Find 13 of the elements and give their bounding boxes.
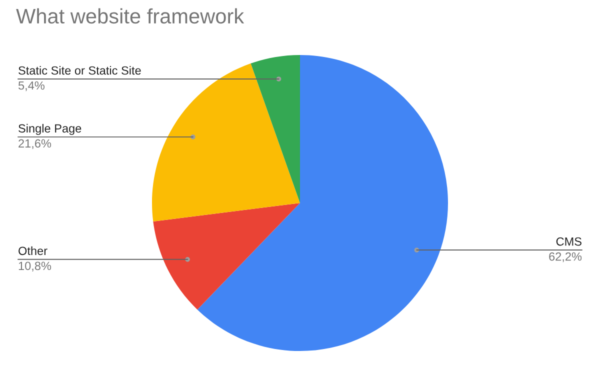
data-label: 62,2% xyxy=(549,252,582,262)
slice-label: CMS xyxy=(556,237,582,246)
data-label: 21,6% xyxy=(18,139,52,149)
chart-title: What website framework xyxy=(16,8,244,24)
pie-slice xyxy=(152,63,300,222)
pie-slice xyxy=(250,55,300,203)
slice-label: Single Page xyxy=(18,124,82,135)
slice-label: Other xyxy=(18,246,48,256)
slice-label: Static Site or Static Site xyxy=(18,66,141,75)
data-label: 10,8% xyxy=(18,262,52,272)
pie-slice xyxy=(197,55,448,351)
data-label: 5,4% xyxy=(18,81,44,92)
pie-slice xyxy=(153,203,300,310)
